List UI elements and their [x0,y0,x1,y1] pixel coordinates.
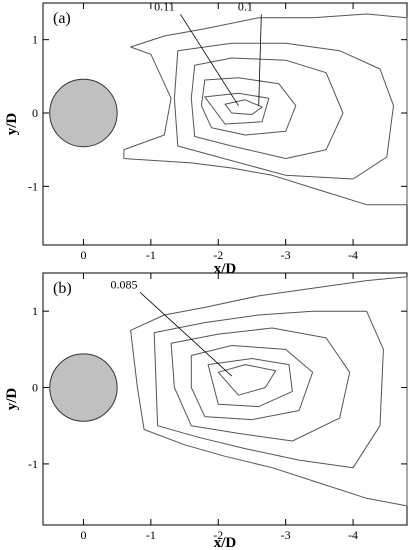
x-tick-label: -3 [281,248,291,262]
annotation-leader [258,14,262,106]
contour-line [224,99,263,115]
contour-line [153,310,384,469]
contour-line [170,327,351,442]
y-tick-label: 0 [32,106,38,120]
x-tick-label: -2 [213,528,223,542]
panel-label: (a) [53,10,71,27]
y-tick-label: 1 [32,304,38,318]
y-tick-label: -1 [28,179,38,193]
contour-line [207,358,293,408]
x-axis-title: x/D [214,535,237,550]
annotation-label: 0.1 [238,0,253,13]
annotation-label: 0.11 [154,0,175,13]
chart-panel-b: 0 -1 -2 -3 -4 1 0 -1 x/D y/D (b) 0.085 [4,272,408,550]
y-tick-label: -1 [28,457,38,471]
annotation-leader [180,14,239,106]
x-tick-label: -4 [348,528,358,542]
contour-line [123,13,408,206]
y-axis-title: y/D [4,388,20,411]
contour-line [200,77,297,136]
x-tick-label: -1 [146,248,156,262]
cylinder [49,353,118,422]
x-tick-label: -3 [281,528,291,542]
contour-line [217,364,277,396]
x-tick-label: 0 [80,248,86,262]
y-tick-label: 0 [32,381,38,395]
x-tick-label: -2 [213,248,223,262]
contour-line [173,42,394,180]
contour-line [130,276,408,507]
x-axis-title: x/D [214,261,237,277]
annotation-label: 0.085 [111,277,138,291]
x-tick-label: -1 [146,528,156,542]
y-tick-label: 1 [32,33,38,47]
contour-line [190,57,344,159]
chart-panel-a: 0 -1 -2 -3 -4 1 0 -1 x/D y/D (a) 0.11 0.1 [4,0,408,277]
annotation-leader [139,291,233,377]
x-tick-label: 0 [80,528,86,542]
contour-line [204,92,270,125]
panel-label: (b) [53,280,72,297]
contour-line [190,345,314,421]
cylinder [49,78,118,148]
x-tick-label: -4 [348,248,358,262]
y-axis-title: y/D [4,113,20,136]
